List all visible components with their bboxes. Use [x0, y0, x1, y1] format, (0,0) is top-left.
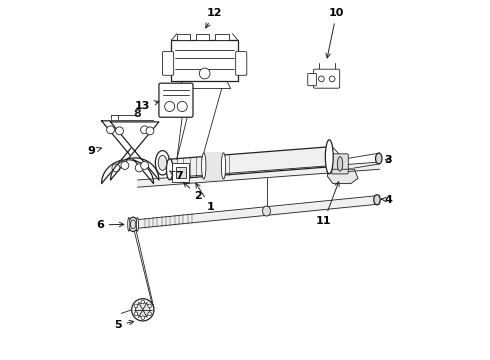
Text: 11: 11 — [316, 182, 339, 226]
Text: 3: 3 — [385, 155, 392, 165]
Circle shape — [141, 316, 145, 319]
Polygon shape — [327, 169, 358, 184]
FancyBboxPatch shape — [163, 51, 173, 75]
Bar — [215, 34, 228, 40]
FancyBboxPatch shape — [172, 40, 238, 81]
Text: 12: 12 — [206, 8, 222, 28]
Circle shape — [329, 76, 335, 82]
Polygon shape — [111, 122, 159, 180]
Circle shape — [199, 68, 210, 79]
Text: 4: 4 — [381, 195, 392, 205]
Ellipse shape — [158, 155, 167, 170]
Circle shape — [148, 312, 151, 316]
Text: 6: 6 — [96, 220, 124, 230]
Ellipse shape — [167, 159, 173, 180]
Text: 9: 9 — [88, 146, 101, 156]
Polygon shape — [101, 121, 153, 184]
FancyBboxPatch shape — [332, 154, 348, 174]
Circle shape — [135, 164, 143, 172]
Circle shape — [134, 304, 138, 308]
Text: 7: 7 — [170, 171, 183, 181]
Ellipse shape — [136, 303, 150, 317]
Text: 13: 13 — [135, 101, 159, 112]
Ellipse shape — [375, 153, 382, 164]
FancyBboxPatch shape — [308, 73, 317, 86]
Ellipse shape — [325, 140, 333, 174]
Circle shape — [134, 312, 138, 316]
Ellipse shape — [132, 299, 154, 321]
Text: 5: 5 — [114, 320, 134, 330]
Bar — [172, 163, 190, 182]
Circle shape — [165, 102, 175, 112]
Ellipse shape — [201, 153, 206, 179]
Ellipse shape — [136, 217, 139, 231]
Circle shape — [318, 76, 324, 82]
Text: 10: 10 — [326, 8, 344, 58]
Circle shape — [107, 126, 115, 134]
Text: 2: 2 — [184, 182, 202, 201]
Ellipse shape — [128, 217, 130, 231]
FancyBboxPatch shape — [314, 69, 340, 88]
Circle shape — [141, 126, 148, 134]
Circle shape — [112, 164, 120, 172]
Circle shape — [177, 102, 187, 112]
Bar — [176, 167, 186, 178]
Polygon shape — [179, 81, 231, 89]
Circle shape — [116, 127, 123, 135]
Bar — [196, 34, 210, 40]
Circle shape — [121, 162, 129, 170]
Ellipse shape — [129, 217, 138, 231]
Ellipse shape — [155, 150, 170, 175]
Circle shape — [146, 127, 154, 135]
Ellipse shape — [130, 220, 136, 229]
FancyBboxPatch shape — [236, 51, 247, 75]
Circle shape — [141, 162, 148, 170]
Ellipse shape — [263, 206, 270, 216]
Ellipse shape — [337, 157, 343, 171]
Circle shape — [141, 300, 145, 304]
Circle shape — [148, 304, 151, 308]
Bar — [177, 34, 191, 40]
Ellipse shape — [374, 195, 380, 205]
Text: 1: 1 — [196, 183, 215, 212]
Ellipse shape — [221, 153, 225, 179]
Text: 8: 8 — [134, 109, 141, 119]
FancyBboxPatch shape — [159, 83, 193, 117]
